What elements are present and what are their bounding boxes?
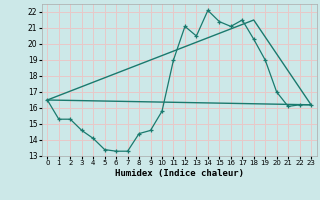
X-axis label: Humidex (Indice chaleur): Humidex (Indice chaleur) bbox=[115, 169, 244, 178]
